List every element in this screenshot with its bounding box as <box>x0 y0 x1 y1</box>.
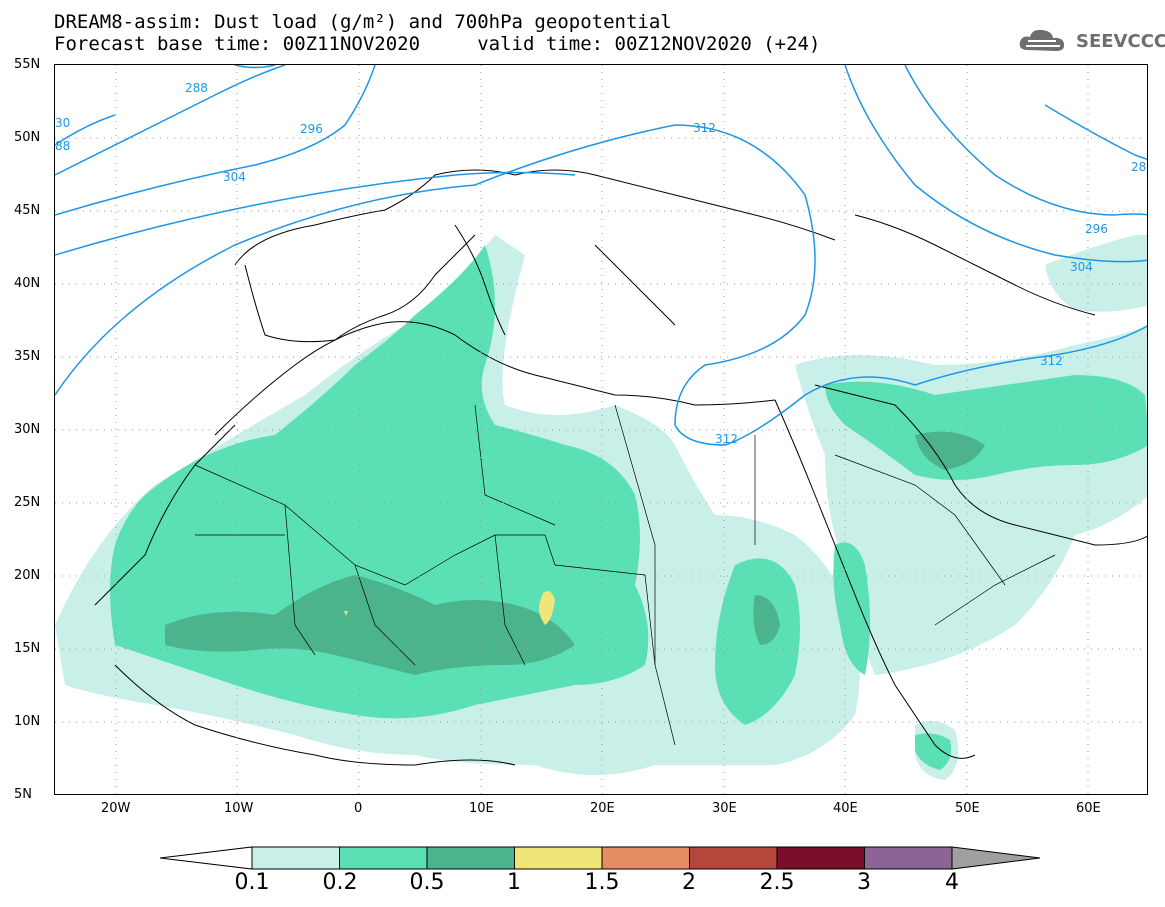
dust-layer-0-5 <box>165 431 985 675</box>
colorbar-label: 0.1 <box>234 870 270 895</box>
colorbar-swatch <box>251 846 340 870</box>
colorbar-label: 1.5 <box>584 870 620 895</box>
lat-tick-label: 50N <box>14 130 41 145</box>
contour-label: 28 <box>1131 160 1146 174</box>
map-title-line1: DREAM8-assim: Dust load (g/m²) and 700hP… <box>54 11 672 33</box>
colorbar-swatch <box>601 846 690 870</box>
coastlines <box>94 169 1147 766</box>
colorbar-swatch <box>339 846 428 870</box>
contour-label: 312 <box>715 432 738 446</box>
contour-label: 312 <box>1040 354 1063 368</box>
lon-tick-label: 40E <box>833 801 858 816</box>
geopotential-contours <box>55 65 1147 446</box>
logo-text: SEEVCCC <box>1076 30 1165 52</box>
lon-tick-label: 10E <box>469 801 494 816</box>
dust-layer-1 <box>344 591 555 625</box>
lat-tick-label: 30N <box>14 422 41 437</box>
lat-tick-label: 15N <box>14 641 41 656</box>
colorbar-label: 1 <box>507 870 521 895</box>
colorbar <box>160 846 1040 870</box>
lon-tick-label: 20E <box>590 801 615 816</box>
lat-tick-label: 40N <box>14 276 41 291</box>
contour-label: 296 <box>300 122 323 136</box>
map-canvas: 288 296 304 312 312 312 296 304 28 30 88 <box>55 65 1147 794</box>
lon-tick-label: 10W <box>224 801 254 816</box>
lat-tick-label: 35N <box>14 349 41 364</box>
colorbar-swatch <box>776 846 865 870</box>
cloud-icon <box>1019 29 1065 51</box>
seevccc-logo: SEEVCCC <box>1016 26 1165 56</box>
lat-tick-label: 20N <box>14 568 41 583</box>
lon-tick-label: 30E <box>712 801 737 816</box>
contour-label: 304 <box>1070 260 1093 274</box>
lat-tick-label: 45N <box>14 203 41 218</box>
colorbar-low-arrow <box>160 846 253 870</box>
contour-label: 288 <box>185 81 208 95</box>
contour-label: 296 <box>1085 222 1108 236</box>
dust-map: 288 296 304 312 312 312 296 304 28 30 88 <box>54 64 1148 795</box>
contour-label: 88 <box>55 139 70 153</box>
contour-labels: 288 296 304 312 312 312 296 304 28 30 88 <box>55 81 1146 446</box>
colorbar-label: 3 <box>857 870 871 895</box>
lon-tick-label: 50E <box>955 801 980 816</box>
lon-tick-label: 60E <box>1076 801 1101 816</box>
lat-tick-label: 5N <box>14 787 32 802</box>
colorbar-swatch <box>514 846 603 870</box>
contour-label: 312 <box>693 121 716 135</box>
colorbar-label: 0.5 <box>409 870 445 895</box>
map-title-line2: Forecast base time: 00Z11NOV2020 valid t… <box>54 33 821 55</box>
colorbar-label: 0.2 <box>322 870 358 895</box>
lon-tick-label: 0 <box>354 801 363 816</box>
colorbar-swatch <box>426 846 515 870</box>
contour-label: 30 <box>55 116 70 130</box>
graticule <box>55 65 1147 794</box>
colorbar-label: 4 <box>945 870 959 895</box>
lat-tick-label: 55N <box>14 57 41 72</box>
contour-label: 304 <box>223 170 246 184</box>
lat-tick-label: 10N <box>14 714 41 729</box>
colorbar-swatch <box>689 846 778 870</box>
dust-layer-0-2 <box>110 245 1147 770</box>
colorbar-high-arrow <box>951 846 1040 870</box>
colorbar-swatch <box>864 846 953 870</box>
lat-tick-label: 25N <box>14 495 41 510</box>
colorbar-label: 2.5 <box>759 870 795 895</box>
lon-tick-label: 20W <box>101 801 131 816</box>
country-borders <box>194 404 1056 746</box>
colorbar-label: 2 <box>682 870 696 895</box>
